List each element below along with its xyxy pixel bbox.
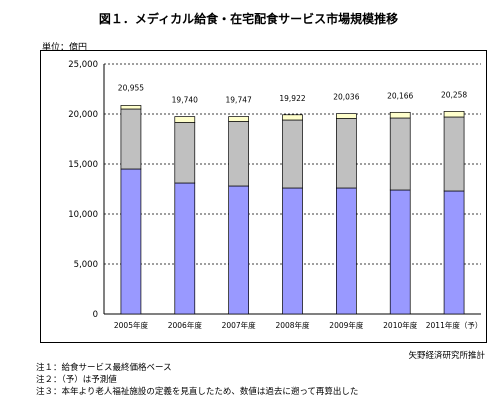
y-tick-label: 25,000 bbox=[68, 60, 98, 70]
bar-segment-middle bbox=[389, 117, 411, 191]
bar-segment-bottom bbox=[174, 182, 196, 315]
y-tick-label: 0 bbox=[93, 310, 98, 320]
bar-segment-bottom bbox=[120, 168, 142, 315]
total-data-label: 19,747 bbox=[226, 96, 252, 105]
bar-segment-middle bbox=[174, 122, 196, 184]
y-tick-label: 10,000 bbox=[68, 210, 98, 220]
note-1: 注１：給食サービス最終価格ベース bbox=[36, 363, 172, 373]
bar-segment-middle bbox=[228, 121, 249, 187]
bar-segment-top bbox=[443, 111, 465, 118]
figure-title: 図１．メディカル給食・在宅配食サービス市場規模推移 bbox=[98, 12, 399, 26]
total-data-label: 20,258 bbox=[441, 90, 467, 99]
total-data-label: 19,922 bbox=[279, 94, 305, 103]
x-category-label: 2006年度 bbox=[168, 320, 203, 330]
y-tick-label: 5,000 bbox=[74, 260, 98, 270]
bar-segment-top bbox=[282, 114, 303, 121]
x-category-label: 2009年度 bbox=[329, 320, 364, 330]
x-category-label: 2010年度 bbox=[383, 320, 418, 330]
bar-segment-bottom bbox=[282, 187, 303, 315]
x-category-label: 2007年度 bbox=[222, 320, 257, 330]
chart-frame: 0 5,000 10,000 15,000 20,000 25,000 20,955 2005… bbox=[40, 50, 487, 343]
note-2: 注２：（予）は予測値 bbox=[36, 375, 117, 385]
y-tick-label: 20,000 bbox=[68, 110, 98, 120]
source-credit: 矢野経済研究所推計 bbox=[408, 351, 485, 361]
total-data-label: 20,036 bbox=[333, 93, 359, 102]
bar-segment-top bbox=[174, 116, 196, 123]
bar-segment-bottom bbox=[228, 185, 249, 315]
note-3: 注３：本年より老人福祉施設の定義を見直したため、数値は過去に遡って再算出した bbox=[36, 387, 359, 397]
total-data-label: 20,166 bbox=[387, 91, 413, 100]
stacked-bar-chart: 0 5,000 10,000 15,000 20,000 25,000 20,955 2005… bbox=[68, 60, 483, 330]
bar-segment-middle bbox=[443, 116, 465, 192]
y-tick-label: 15,000 bbox=[68, 160, 98, 170]
x-category-label: 2008年度 bbox=[275, 320, 310, 330]
unit-label: 単位：億円 bbox=[42, 43, 88, 53]
bar-segment-middle bbox=[120, 108, 142, 170]
bar-segment-bottom bbox=[443, 190, 465, 315]
total-data-label: 20,955 bbox=[118, 83, 144, 92]
notes: 注１：給食サービス最終価格ベース 注２：（予）は予測値 注３：本年より老人福祉施… bbox=[36, 362, 358, 398]
x-category-label: 2011年度（予） bbox=[426, 320, 483, 330]
total-data-label: 19,740 bbox=[172, 96, 198, 105]
bar-segment-bottom bbox=[389, 189, 411, 315]
bar-segment-top bbox=[120, 105, 142, 110]
x-category-label: 2005年度 bbox=[114, 320, 149, 330]
bar-segment-middle bbox=[336, 118, 357, 189]
bar-segment-top bbox=[228, 116, 249, 122]
bar-segment-bottom bbox=[336, 187, 357, 315]
bar-segment-top bbox=[336, 113, 357, 119]
bar-segment-middle bbox=[282, 119, 303, 189]
bar-segment-top bbox=[389, 111, 411, 119]
